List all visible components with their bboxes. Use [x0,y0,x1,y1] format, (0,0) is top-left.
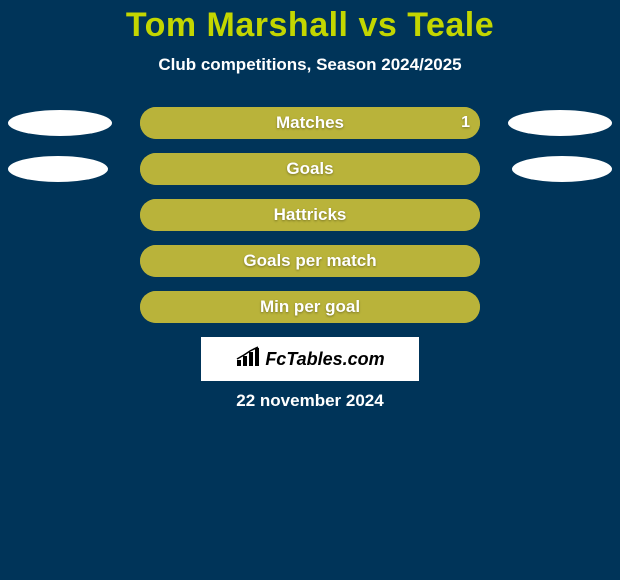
stat-row: Goals per match [0,245,620,277]
stat-bar-track [140,245,480,277]
stat-bar-track [140,153,480,185]
stat-bar-fill-left [140,153,310,185]
page-title: Tom Marshall vs Teale [0,0,620,45]
stat-rows-container: Matches1 Goals Hattricks Goals per match Min… [0,107,620,323]
stat-bar-fill-right [310,291,480,323]
team-left-marker [8,156,108,182]
team-left-marker [8,110,112,136]
stat-bar-fill-right [140,107,480,139]
team-right-marker [508,110,612,136]
stat-bar-fill-left [140,199,310,231]
logo-icon [235,346,261,373]
stat-row: Hattricks [0,199,620,231]
stat-row: Matches1 [0,107,620,139]
comparison-infographic: Tom Marshall vs Teale Club competitions,… [0,0,620,580]
stat-bar-fill-right [310,153,480,185]
page-subtitle: Club competitions, Season 2024/2025 [0,55,620,75]
stat-row: Goals [0,153,620,185]
stat-bar-track [140,199,480,231]
date-label: 22 november 2024 [0,391,620,411]
stat-row: Min per goal [0,291,620,323]
stat-bar-track [140,107,480,139]
stat-bar-fill-right [310,199,480,231]
stat-bar-fill-right [310,245,480,277]
stat-bar-fill-left [140,291,310,323]
team-right-marker [512,156,612,182]
stat-bar-track [140,291,480,323]
stat-bar-fill-left [140,245,310,277]
logo-box: FcTables.com [201,337,419,381]
logo-text: FcTables.com [265,349,384,370]
